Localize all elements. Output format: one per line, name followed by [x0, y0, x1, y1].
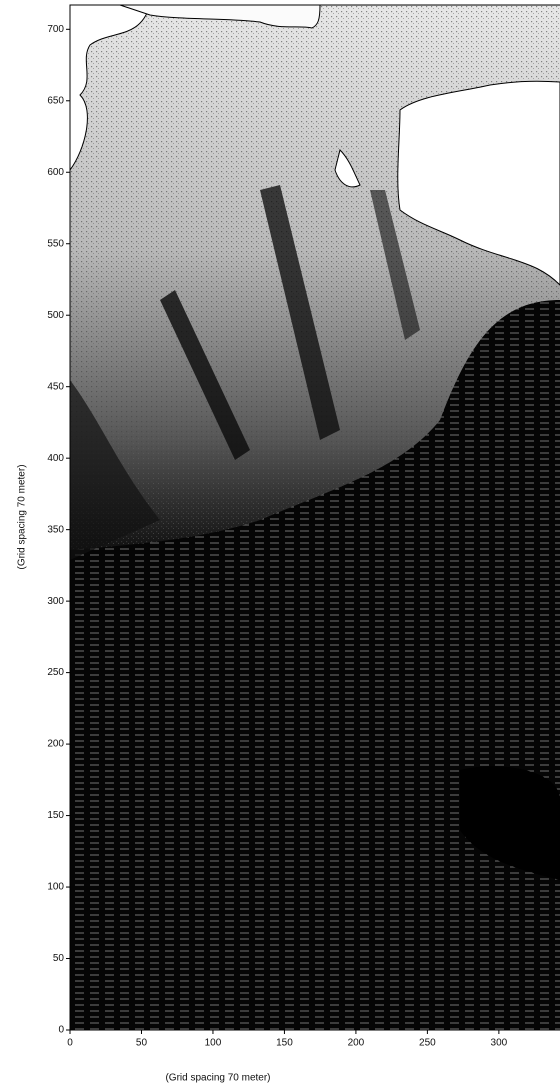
y-tick-label: 400	[47, 453, 64, 464]
x-tick-label: 200	[348, 1038, 365, 1049]
y-tick-label: 0	[58, 1025, 64, 1036]
chart: (Grid spacing 70 meter) (Grid spacing 70…	[0, 0, 560, 1086]
y-tick-label: 50	[53, 953, 65, 964]
x-tick-label: 0	[67, 1038, 73, 1049]
sar-image	[70, 5, 560, 1030]
y-tick-label: 200	[47, 739, 64, 750]
y-tick-label: 300	[47, 596, 64, 607]
y-tick-label: 150	[47, 810, 64, 821]
y-tick-label: 350	[47, 524, 64, 535]
y-tick-label: 100	[47, 882, 64, 893]
y-tick-label: 700	[47, 24, 64, 35]
y-tick-label: 250	[47, 667, 64, 678]
x-axis-label: (Grid spacing 70 meter)	[165, 1073, 270, 1084]
x-tick-label: 250	[419, 1038, 436, 1049]
y-tick-label: 650	[47, 95, 64, 106]
y-axis-label: (Grid spacing 70 meter)	[17, 464, 28, 569]
y-tick-label: 550	[47, 238, 64, 249]
page: (Grid spacing 70 meter) (Grid spacing 70…	[0, 0, 560, 1086]
y-tick-label: 600	[47, 167, 64, 178]
x-tick-label: 150	[276, 1038, 293, 1049]
x-tick-label: 100	[205, 1038, 222, 1049]
x-tick-label: 300	[491, 1038, 508, 1049]
y-tick-label: 500	[47, 310, 64, 321]
x-tick-label: 50	[136, 1038, 148, 1049]
y-tick-label: 450	[47, 381, 64, 392]
